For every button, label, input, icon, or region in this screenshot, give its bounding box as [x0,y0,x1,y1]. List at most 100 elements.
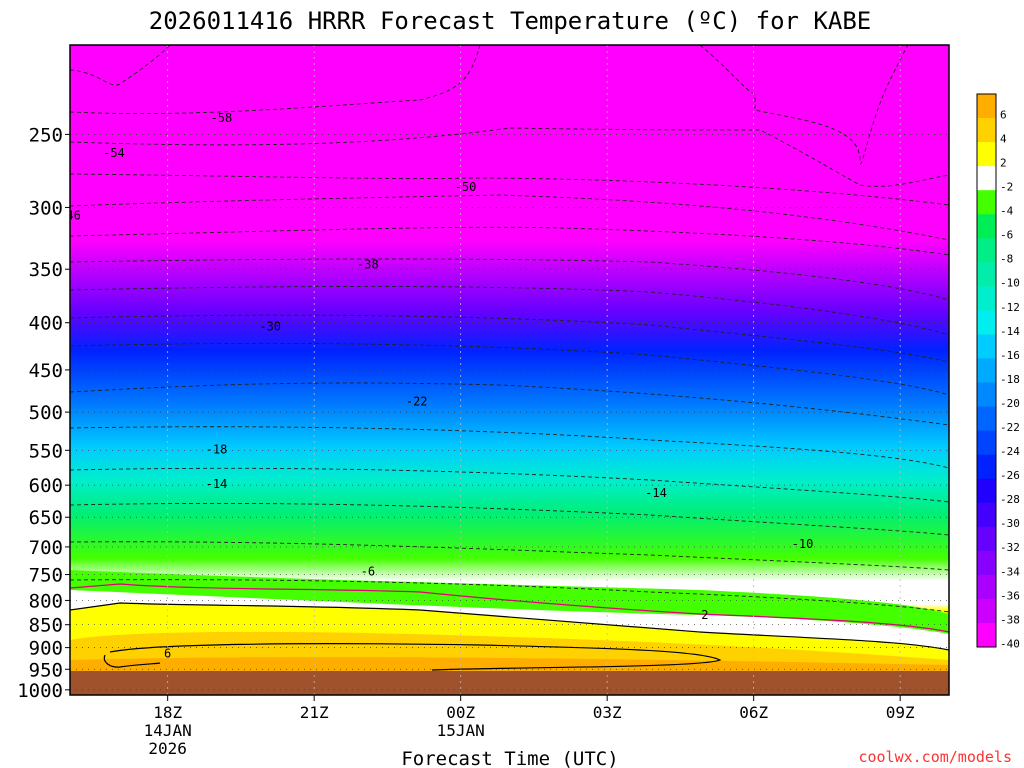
y-tick-label: 400 [29,313,63,335]
colorbar-swatch [977,190,996,215]
colorbar-swatch [977,166,996,191]
colorbar-label: -36 [1000,589,1020,602]
y-tick-label: 950 [29,659,63,681]
colorbar-swatch [977,358,996,384]
colorbar-swatch [977,574,996,600]
x-tick-label: 18Z [153,703,182,722]
contour-label: -50 [455,180,477,194]
colorbar-swatch [977,478,996,504]
x-tick-label: 09Z [886,703,915,722]
colorbar-label: 2 [1000,157,1007,170]
y-tick-label: 350 [29,259,63,281]
contour-label: -38 [357,258,379,272]
contour-line-solid [103,654,161,668]
contour-label: -22 [406,395,428,409]
x-tick-label: 2026 [148,739,187,758]
colorbar-label: -6 [1000,229,1013,242]
contour-label: -10 [792,537,814,551]
x-tick-label: 03Z [593,703,622,722]
contour-label: 2 [701,608,708,622]
contour-line [70,502,949,536]
colorbar-swatch [977,310,996,335]
contour-line [70,314,949,363]
contour-line [70,426,949,469]
contour-label: -18 [206,443,228,457]
colorbar-swatch [977,598,996,624]
contour-label: 6 [164,646,171,660]
colorbar-label: -12 [1000,301,1020,314]
colorbar-swatch [977,454,996,480]
colorbar-swatch [977,286,996,311]
y-tick-label: 900 [29,638,63,660]
colorbar-swatch [977,142,996,167]
colorbar-swatch [977,118,996,143]
y-tick-label: 850 [29,615,63,637]
colorbar-swatch [977,214,996,239]
contour-line [70,45,481,114]
colorbar-label: -18 [1000,373,1020,386]
x-axis-label: Forecast Time (UTC) [401,748,618,768]
colorbar-swatch [977,406,996,432]
colorbar-frame [976,93,997,648]
y-tick-label: 600 [29,475,63,497]
colorbar-label: -8 [1000,253,1013,266]
y-tick-label: 800 [29,590,63,612]
contour-line [699,45,909,165]
colorbar-swatch [977,526,996,552]
colorbar-swatch [977,382,996,408]
colorbar-label: -16 [1000,349,1020,362]
colorbar-swatch [977,334,996,359]
contour-label: -54 [103,146,125,160]
y-tick-label: 750 [29,565,63,587]
x-tick-label: 21Z [300,703,329,722]
contour-label: -30 [259,320,281,334]
contour-label: -46 [59,208,81,222]
colorbar-label: -4 [1000,205,1014,218]
colorbar: 6 4 2 -2 -4 -6 -8 -10 -12 -14 -16 -18 -20 -22 -24 -26 -2… [976,93,1020,650]
ground [70,671,949,695]
y-tick-label: 300 [29,197,63,219]
contour-line [70,194,949,241]
y-tick-label: 450 [29,360,63,382]
colorbar-label: -38 [1000,613,1020,626]
colorbar-swatch [977,262,996,287]
contour-line [70,467,949,503]
colorbar-label: -22 [1000,421,1020,434]
contour-line-solid [70,602,949,651]
colorbar-label: -26 [1000,469,1020,482]
y-tick-label: 250 [29,124,63,146]
contour-line [70,579,949,613]
colorbar-swatch [977,94,996,119]
colorbar-label: -30 [1000,517,1020,530]
x-tick-label: 00Z [446,703,475,722]
colorbar-label: -2 [1000,181,1013,194]
colorbar-label: -40 [1000,637,1020,650]
contour-line-solid [109,643,722,671]
colorbar-swatch [977,502,996,528]
contour-label: -6 [361,564,375,578]
colorbar-label: -32 [1000,541,1020,554]
y-tick-label: 650 [29,507,63,529]
contour-line [70,382,949,426]
contour-line [70,226,949,256]
x-tick-label: 06Z [739,703,768,722]
chart-title: 2026011416 HRRR Forecast Temperature (ºC… [149,7,871,35]
colorbar-label: -10 [1000,277,1020,290]
colorbar-swatch [977,550,996,576]
contour-label: -58 [211,111,233,125]
colorbar-label: -24 [1000,445,1020,458]
contour-line [70,286,949,336]
colorbar-swatch [977,622,996,648]
colorbar-label: -14 [1000,325,1020,338]
freezing-line [70,583,949,633]
contour-line [70,258,949,301]
colorbar-swatch [977,238,996,263]
y-tick-label: 500 [29,402,63,424]
colorbar-label: -20 [1000,397,1020,410]
colorbar-label: -34 [1000,565,1020,578]
contour-line [70,45,171,86]
contour-line [70,342,949,396]
colorbar-swatch [977,430,996,456]
x-tick-label: 15JAN [437,721,485,740]
